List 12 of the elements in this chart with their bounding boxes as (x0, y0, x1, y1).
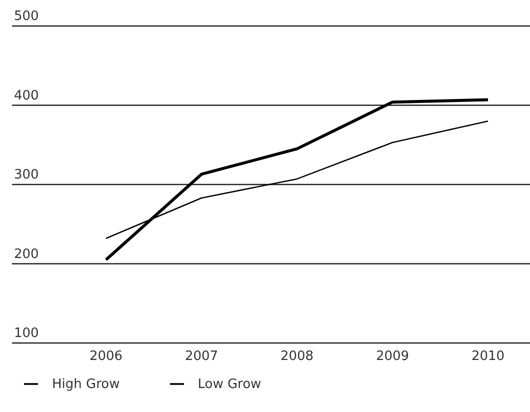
y-tick-label: 500 (14, 9, 39, 24)
y-tick-label: 100 (14, 326, 39, 341)
y-tick-label: 300 (14, 168, 39, 182)
x-tick-label: 2010 (471, 349, 505, 364)
legend-label: Low Grow (198, 377, 262, 392)
y-tick-label: 400 (14, 88, 39, 104)
x-tick-label: 2008 (280, 349, 314, 364)
legend-label: High Grow (52, 377, 120, 392)
x-tick-label: 2009 (376, 349, 410, 364)
x-tick-label: 2007 (184, 349, 218, 364)
y-tick-label: 200 (14, 246, 39, 262)
x-tick-label: 2006 (89, 349, 123, 364)
